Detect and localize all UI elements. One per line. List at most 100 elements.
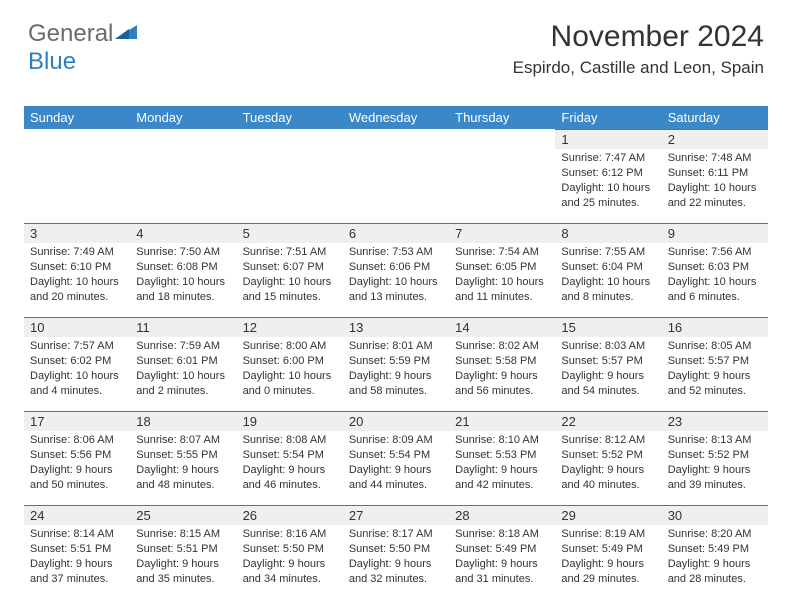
daylight-text: Daylight: 9 hours and 42 minutes. bbox=[455, 463, 549, 493]
day-number: 30 bbox=[662, 505, 768, 525]
calendar-day-cell: 17Sunrise: 8:06 AMSunset: 5:56 PMDayligh… bbox=[24, 411, 130, 505]
daylight-text: Daylight: 9 hours and 58 minutes. bbox=[349, 369, 443, 399]
weekday-header: Sunday bbox=[24, 106, 130, 129]
sunset-text: Sunset: 6:01 PM bbox=[136, 354, 230, 369]
day-number: 5 bbox=[237, 223, 343, 243]
calendar-day-cell bbox=[237, 129, 343, 223]
day-number: 28 bbox=[449, 505, 555, 525]
sunset-text: Sunset: 6:11 PM bbox=[668, 166, 762, 181]
sunset-text: Sunset: 5:49 PM bbox=[561, 542, 655, 557]
sunset-text: Sunset: 5:54 PM bbox=[349, 448, 443, 463]
header-right: November 2024 Espirdo, Castille and Leon… bbox=[513, 20, 764, 78]
weekday-header: Tuesday bbox=[237, 106, 343, 129]
sunrise-text: Sunrise: 7:51 AM bbox=[243, 245, 337, 260]
sunset-text: Sunset: 6:07 PM bbox=[243, 260, 337, 275]
daylight-text: Daylight: 9 hours and 34 minutes. bbox=[243, 557, 337, 587]
calendar-day-cell: 6Sunrise: 7:53 AMSunset: 6:06 PMDaylight… bbox=[343, 223, 449, 317]
calendar-day-cell: 14Sunrise: 8:02 AMSunset: 5:58 PMDayligh… bbox=[449, 317, 555, 411]
sunset-text: Sunset: 5:49 PM bbox=[455, 542, 549, 557]
sunset-text: Sunset: 6:10 PM bbox=[30, 260, 124, 275]
calendar-day-cell: 4Sunrise: 7:50 AMSunset: 6:08 PMDaylight… bbox=[130, 223, 236, 317]
calendar-day-cell bbox=[449, 129, 555, 223]
sunrise-text: Sunrise: 7:50 AM bbox=[136, 245, 230, 260]
sunset-text: Sunset: 6:06 PM bbox=[349, 260, 443, 275]
sunrise-text: Sunrise: 8:15 AM bbox=[136, 527, 230, 542]
calendar-day-cell: 5Sunrise: 7:51 AMSunset: 6:07 PMDaylight… bbox=[237, 223, 343, 317]
sunrise-text: Sunrise: 8:08 AM bbox=[243, 433, 337, 448]
day-details: Sunrise: 7:51 AMSunset: 6:07 PMDaylight:… bbox=[237, 243, 343, 308]
sunset-text: Sunset: 5:57 PM bbox=[668, 354, 762, 369]
sunset-text: Sunset: 5:54 PM bbox=[243, 448, 337, 463]
weekday-header: Monday bbox=[130, 106, 236, 129]
brand-part1: General bbox=[28, 20, 113, 47]
sunrise-text: Sunrise: 7:53 AM bbox=[349, 245, 443, 260]
day-number: 11 bbox=[130, 317, 236, 337]
calendar-day-cell: 26Sunrise: 8:16 AMSunset: 5:50 PMDayligh… bbox=[237, 505, 343, 599]
day-details: Sunrise: 8:14 AMSunset: 5:51 PMDaylight:… bbox=[24, 525, 130, 590]
daylight-text: Daylight: 10 hours and 4 minutes. bbox=[30, 369, 124, 399]
calendar-week-row: 10Sunrise: 7:57 AMSunset: 6:02 PMDayligh… bbox=[24, 317, 768, 411]
day-details: Sunrise: 7:59 AMSunset: 6:01 PMDaylight:… bbox=[130, 337, 236, 402]
sunrise-text: Sunrise: 8:03 AM bbox=[561, 339, 655, 354]
day-details: Sunrise: 8:17 AMSunset: 5:50 PMDaylight:… bbox=[343, 525, 449, 590]
calendar-day-cell: 18Sunrise: 8:07 AMSunset: 5:55 PMDayligh… bbox=[130, 411, 236, 505]
sunrise-text: Sunrise: 7:55 AM bbox=[561, 245, 655, 260]
daylight-text: Daylight: 10 hours and 20 minutes. bbox=[30, 275, 124, 305]
calendar-day-cell: 28Sunrise: 8:18 AMSunset: 5:49 PMDayligh… bbox=[449, 505, 555, 599]
day-details: Sunrise: 7:53 AMSunset: 6:06 PMDaylight:… bbox=[343, 243, 449, 308]
sunset-text: Sunset: 5:59 PM bbox=[349, 354, 443, 369]
daylight-text: Daylight: 9 hours and 46 minutes. bbox=[243, 463, 337, 493]
calendar-day-cell: 25Sunrise: 8:15 AMSunset: 5:51 PMDayligh… bbox=[130, 505, 236, 599]
calendar-day-cell: 19Sunrise: 8:08 AMSunset: 5:54 PMDayligh… bbox=[237, 411, 343, 505]
day-details: Sunrise: 7:57 AMSunset: 6:02 PMDaylight:… bbox=[24, 337, 130, 402]
sunrise-text: Sunrise: 8:09 AM bbox=[349, 433, 443, 448]
sunrise-text: Sunrise: 7:54 AM bbox=[455, 245, 549, 260]
sunrise-text: Sunrise: 8:13 AM bbox=[668, 433, 762, 448]
calendar-day-cell: 21Sunrise: 8:10 AMSunset: 5:53 PMDayligh… bbox=[449, 411, 555, 505]
daylight-text: Daylight: 10 hours and 2 minutes. bbox=[136, 369, 230, 399]
sunset-text: Sunset: 5:52 PM bbox=[668, 448, 762, 463]
day-number: 20 bbox=[343, 411, 449, 431]
sunset-text: Sunset: 6:08 PM bbox=[136, 260, 230, 275]
calendar-day-cell: 2Sunrise: 7:48 AMSunset: 6:11 PMDaylight… bbox=[662, 129, 768, 223]
calendar-day-cell: 23Sunrise: 8:13 AMSunset: 5:52 PMDayligh… bbox=[662, 411, 768, 505]
sunset-text: Sunset: 5:51 PM bbox=[30, 542, 124, 557]
sunset-text: Sunset: 5:49 PM bbox=[668, 542, 762, 557]
day-details: Sunrise: 8:08 AMSunset: 5:54 PMDaylight:… bbox=[237, 431, 343, 496]
daylight-text: Daylight: 9 hours and 37 minutes. bbox=[30, 557, 124, 587]
calendar-day-cell: 1Sunrise: 7:47 AMSunset: 6:12 PMDaylight… bbox=[555, 129, 661, 223]
sunrise-text: Sunrise: 7:49 AM bbox=[30, 245, 124, 260]
day-details: Sunrise: 7:47 AMSunset: 6:12 PMDaylight:… bbox=[555, 149, 661, 214]
calendar-day-cell: 15Sunrise: 8:03 AMSunset: 5:57 PMDayligh… bbox=[555, 317, 661, 411]
daylight-text: Daylight: 10 hours and 0 minutes. bbox=[243, 369, 337, 399]
daylight-text: Daylight: 10 hours and 11 minutes. bbox=[455, 275, 549, 305]
daylight-text: Daylight: 9 hours and 56 minutes. bbox=[455, 369, 549, 399]
calendar-day-cell: 11Sunrise: 7:59 AMSunset: 6:01 PMDayligh… bbox=[130, 317, 236, 411]
day-details: Sunrise: 7:48 AMSunset: 6:11 PMDaylight:… bbox=[662, 149, 768, 214]
weekday-header: Saturday bbox=[662, 106, 768, 129]
sunset-text: Sunset: 5:52 PM bbox=[561, 448, 655, 463]
day-details: Sunrise: 8:00 AMSunset: 6:00 PMDaylight:… bbox=[237, 337, 343, 402]
sunrise-text: Sunrise: 7:56 AM bbox=[668, 245, 762, 260]
day-details: Sunrise: 7:54 AMSunset: 6:05 PMDaylight:… bbox=[449, 243, 555, 308]
day-number: 8 bbox=[555, 223, 661, 243]
sunset-text: Sunset: 6:05 PM bbox=[455, 260, 549, 275]
day-details: Sunrise: 8:19 AMSunset: 5:49 PMDaylight:… bbox=[555, 525, 661, 590]
sunrise-text: Sunrise: 7:47 AM bbox=[561, 151, 655, 166]
daylight-text: Daylight: 9 hours and 32 minutes. bbox=[349, 557, 443, 587]
sunset-text: Sunset: 6:03 PM bbox=[668, 260, 762, 275]
calendar-week-row: 3Sunrise: 7:49 AMSunset: 6:10 PMDaylight… bbox=[24, 223, 768, 317]
day-number: 13 bbox=[343, 317, 449, 337]
day-number: 1 bbox=[555, 129, 661, 149]
daylight-text: Daylight: 9 hours and 40 minutes. bbox=[561, 463, 655, 493]
location-text: Espirdo, Castille and Leon, Spain bbox=[513, 58, 764, 78]
day-number: 7 bbox=[449, 223, 555, 243]
day-number: 27 bbox=[343, 505, 449, 525]
day-details: Sunrise: 7:55 AMSunset: 6:04 PMDaylight:… bbox=[555, 243, 661, 308]
calendar-day-cell: 9Sunrise: 7:56 AMSunset: 6:03 PMDaylight… bbox=[662, 223, 768, 317]
sunset-text: Sunset: 5:50 PM bbox=[349, 542, 443, 557]
day-number: 22 bbox=[555, 411, 661, 431]
calendar-day-cell: 20Sunrise: 8:09 AMSunset: 5:54 PMDayligh… bbox=[343, 411, 449, 505]
calendar-day-cell bbox=[130, 129, 236, 223]
day-details: Sunrise: 8:12 AMSunset: 5:52 PMDaylight:… bbox=[555, 431, 661, 496]
